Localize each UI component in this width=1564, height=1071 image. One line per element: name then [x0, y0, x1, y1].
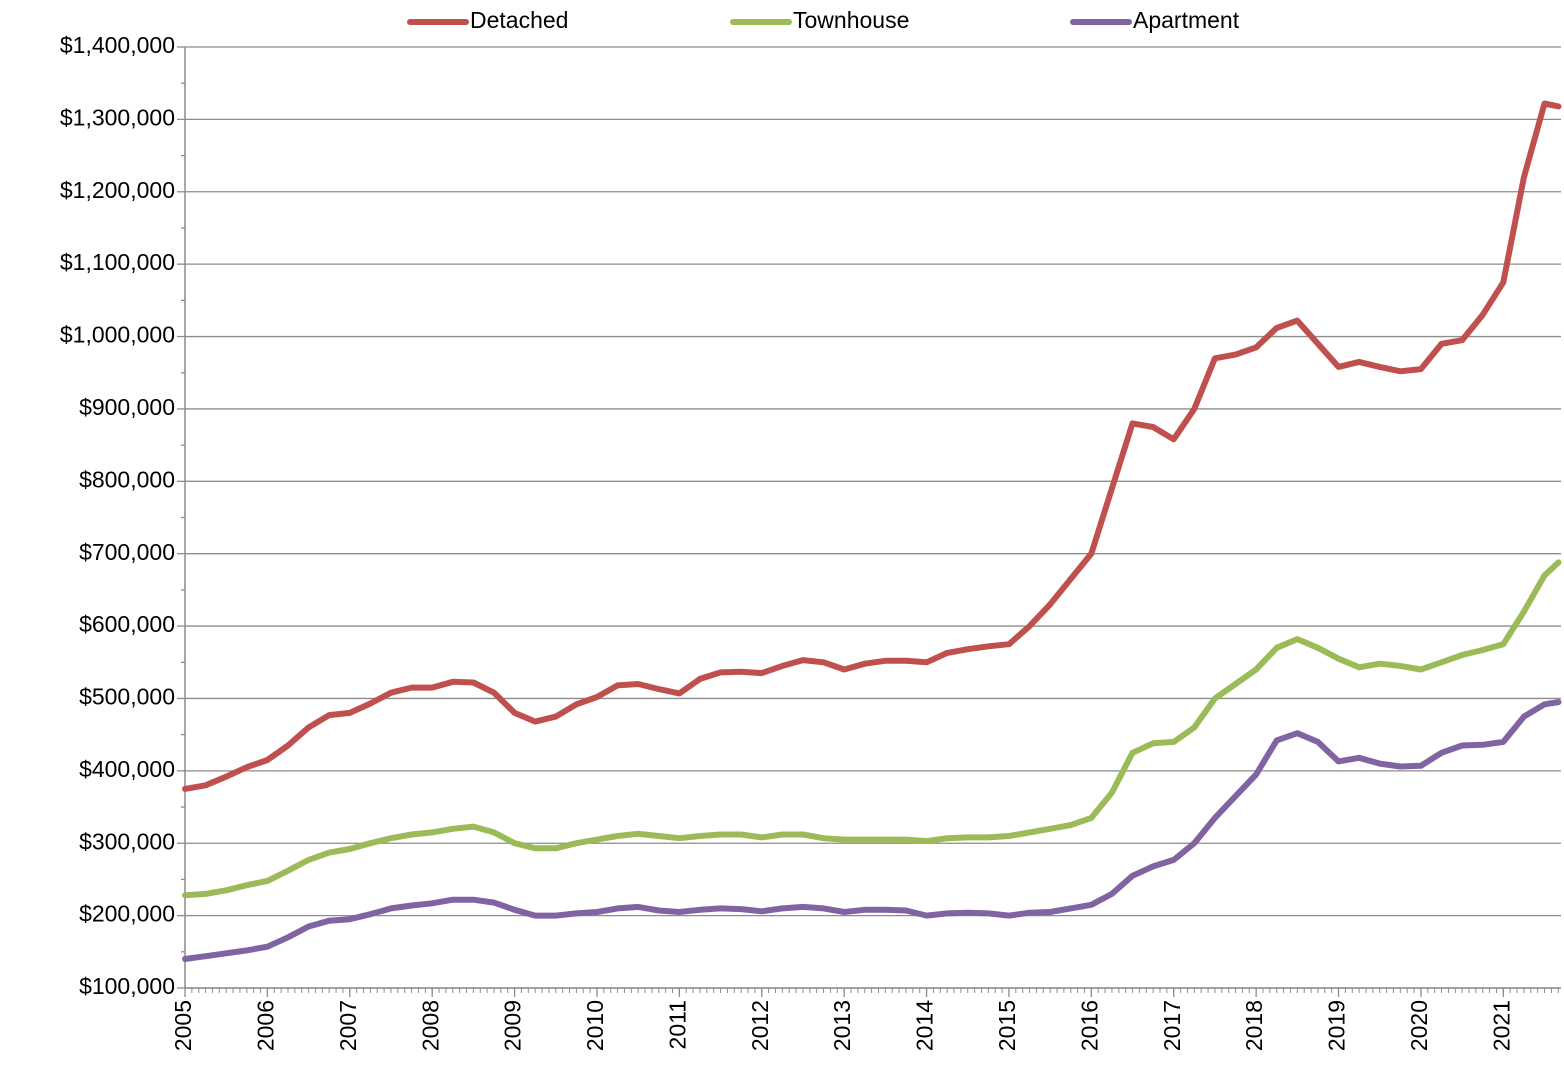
x-tick-label: 2013 — [829, 1000, 855, 1051]
x-tick-label: 2017 — [1159, 1000, 1185, 1051]
x-tick-label: 2019 — [1324, 1000, 1350, 1051]
x-tick-label: 2006 — [252, 1000, 278, 1051]
series-line — [182, 100, 1562, 792]
y-tick-label: $300,000 — [79, 828, 175, 854]
series-line — [182, 559, 1562, 899]
y-tick-label: $400,000 — [79, 756, 175, 782]
y-tick-label: $1,000,000 — [60, 322, 175, 348]
y-tick-label: $1,100,000 — [60, 249, 175, 275]
y-tick-label: $600,000 — [79, 611, 175, 637]
y-tick-label: $500,000 — [79, 684, 175, 710]
y-tick-label: $1,400,000 — [60, 32, 175, 58]
x-tick-label: 2010 — [582, 1000, 608, 1051]
x-tick-label: 2020 — [1406, 1000, 1432, 1051]
x-tick-label: 2008 — [417, 1000, 443, 1051]
x-tick-label: 2012 — [747, 1000, 773, 1051]
series-line — [182, 699, 1562, 962]
y-tick-label: $700,000 — [79, 539, 175, 565]
x-tick-label: 2018 — [1241, 1000, 1267, 1051]
y-tick-label: $100,000 — [79, 973, 175, 999]
x-tick-label: 2014 — [912, 1000, 938, 1051]
x-tick-label: 2007 — [335, 1000, 361, 1051]
legend-label: Townhouse — [793, 7, 909, 33]
x-tick-label: 2005 — [170, 1000, 196, 1051]
x-tick-label: 2015 — [994, 1000, 1020, 1051]
x-tick-label: 2016 — [1076, 1000, 1102, 1051]
y-tick-label: $900,000 — [79, 394, 175, 420]
x-tick-label: 2011 — [664, 1000, 690, 1049]
y-tick-label: $800,000 — [79, 466, 175, 492]
x-tick-label: 2021 — [1488, 1000, 1514, 1051]
y-tick-label: $200,000 — [79, 901, 175, 927]
legend-label: Apartment — [1133, 7, 1240, 33]
y-tick-label: $1,300,000 — [60, 104, 175, 130]
x-tick-label: 2009 — [500, 1000, 526, 1051]
legend-label: Detached — [470, 7, 568, 33]
y-tick-label: $1,200,000 — [60, 177, 175, 203]
